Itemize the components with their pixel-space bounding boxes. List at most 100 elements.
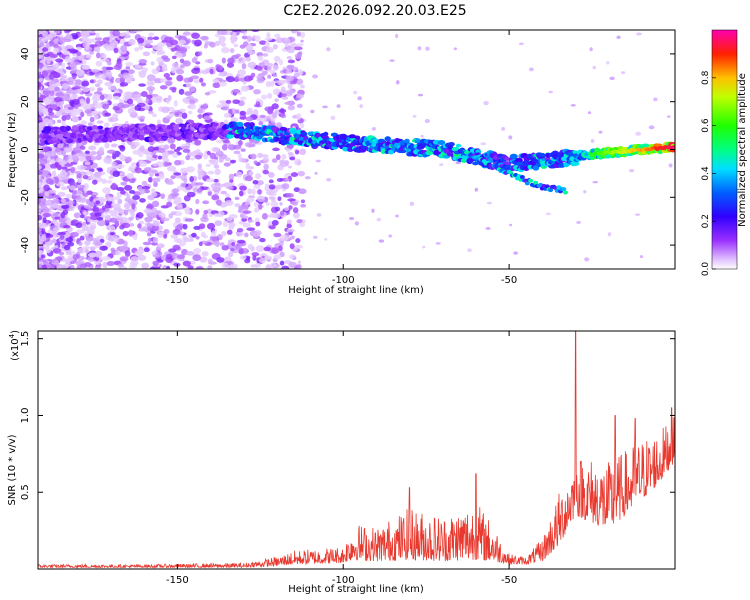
spectrogram-noise-cell (131, 145, 136, 150)
spectrogram-noise-cell (128, 177, 136, 184)
spectrogram-noise-cell (589, 47, 593, 52)
spectrogram-noise-cell (255, 262, 261, 269)
colorbar-tick-label: 0.6 (701, 118, 711, 133)
spectrogram-noise-cell (64, 38, 72, 43)
spectrogram-noise-cell (290, 172, 299, 178)
spectrogram-noise-cell (169, 143, 176, 150)
spectrogram-noise-cell (268, 196, 276, 200)
spectrogram-noise-cell (176, 254, 186, 260)
spectrogram-noise-cell (39, 41, 45, 48)
spectrogram-noise-cell (69, 185, 76, 191)
spectrogram-noise-cell (172, 244, 181, 251)
spectrogram-noise-cell (295, 238, 301, 244)
spectrogram-noise-cell (146, 94, 153, 99)
spectrogram-noise-cell (89, 116, 95, 123)
spectrogram-noise-cell (52, 227, 60, 233)
spectrogram-noise-cell (279, 210, 285, 216)
spectrogram-noise-cell (221, 105, 230, 111)
spectrogram-noise-cell (80, 30, 87, 36)
spectrogram-noise-cell (93, 46, 101, 53)
spectrogram-noise-cell (221, 57, 226, 64)
spectrogram-noise-cell (187, 110, 193, 115)
spectrogram-noise-cell (227, 251, 234, 258)
spectrogram-noise-cell (132, 195, 141, 200)
spectrogram-noise-cell (79, 214, 85, 219)
spectrogram-noise-cell (214, 168, 221, 176)
spectrogram-noise-cell (286, 55, 292, 60)
spectrogram-noise-cell (79, 157, 87, 162)
spectrogram-noise-cell (296, 264, 302, 269)
spectrogram-noise-cell (176, 238, 181, 243)
spectrogram-noise-cell (279, 160, 289, 167)
spectrogram-noise-cell (187, 265, 194, 269)
spectrogram-noise-cell (54, 96, 62, 103)
spectrogram-noise-cell (58, 217, 67, 224)
spectrogram-noise-cell (61, 94, 69, 102)
spectrogram-noise-cell (215, 183, 225, 188)
spectrogram-noise-cell (38, 222, 44, 228)
spectrogram-noise-cell (113, 47, 119, 54)
spectrogram-noise-cell (214, 240, 220, 248)
spectrogram-branch-cell (528, 178, 534, 183)
spectrogram-noise-cell (138, 220, 145, 225)
spectrogram-noise-cell (222, 139, 230, 144)
spectrogram-noise-cell (75, 222, 83, 229)
spectrogram-noise-cell (635, 131, 642, 136)
spectrogram-noise-cell (223, 112, 232, 118)
spectrogram-noise-cell (168, 112, 175, 118)
spectrogram-ridge-cell (455, 143, 462, 148)
spectrogram-noise-cell (240, 96, 247, 101)
spectrogram-noise-cell (38, 236, 47, 242)
spectrogram-noise-cell (102, 256, 111, 261)
spectrogram-noise-cell (197, 113, 203, 120)
spectrogram-noise-cell (592, 66, 597, 70)
spectrogram-noise-cell (112, 154, 117, 160)
spectrogram-noise-cell (245, 175, 253, 182)
spectrogram-noise-cell (288, 80, 298, 85)
spectrogram-noise-cell (244, 200, 251, 206)
spectrogram-noise-cell (38, 91, 41, 98)
spectrogram-noise-cell (165, 76, 173, 81)
spectrogram-noise-cell (300, 199, 306, 204)
spectrogram-noise-cell (92, 179, 98, 185)
spectrogram-noise-cell (267, 171, 275, 178)
spectrogram-noise-cell (453, 47, 458, 51)
spectrogram-noise-cell (102, 103, 110, 110)
spectrogram-noise-cell (292, 211, 300, 219)
spectrogram-noise-cell (38, 257, 43, 262)
spectrogram-noise-cell (80, 120, 87, 126)
spectrogram-noise-cell (149, 81, 155, 86)
spectrogram-noise-cell (287, 59, 296, 64)
spectrogram-noise-cell (75, 190, 84, 196)
spectrogram-noise-cell (191, 57, 198, 64)
spectrogram-noise-cell (509, 223, 513, 227)
spectrogram-noise-cell (236, 239, 246, 244)
colorbar-tick-label: 0.2 (701, 214, 711, 228)
spectrogram-noise-cell (76, 54, 85, 61)
spectrogram-noise-cell (214, 220, 223, 226)
spectrogram-noise-cell (47, 189, 57, 194)
spectrogram-noise-cell (247, 243, 254, 250)
spectrogram-noise-cell (38, 265, 43, 269)
spectrogram-noise-cell (240, 85, 250, 92)
spectrogram-noise-cell (126, 173, 134, 180)
spectrogram-noise-cell (216, 257, 225, 263)
spectrogram-noise-cell (168, 195, 173, 200)
snr-y-tick-label: 1.5 (20, 331, 31, 347)
spectrogram-noise-cell (65, 114, 71, 120)
spectrogram-noise-cell (230, 117, 239, 123)
spectrogram-noise-cell (125, 77, 131, 82)
spectrogram-noise-cell (213, 213, 220, 217)
spectrogram-noise-cell (165, 256, 173, 264)
spectrogram-noise-cell (270, 80, 275, 87)
spectrogram-noise-cell (55, 58, 64, 63)
spectrogram-noise-cell (160, 193, 165, 200)
spectrogram-noise-cell (425, 46, 430, 51)
spectrogram-noise-cell (102, 37, 111, 44)
spectrogram-noise-cell (123, 209, 129, 216)
spectrogram-noise-cell (52, 63, 60, 69)
spectrogram-noise-cell (206, 222, 216, 230)
spectrogram-noise-cell (274, 55, 281, 63)
spectrogram-noise-cell (87, 252, 97, 258)
spectrogram-noise-cell (609, 76, 615, 81)
